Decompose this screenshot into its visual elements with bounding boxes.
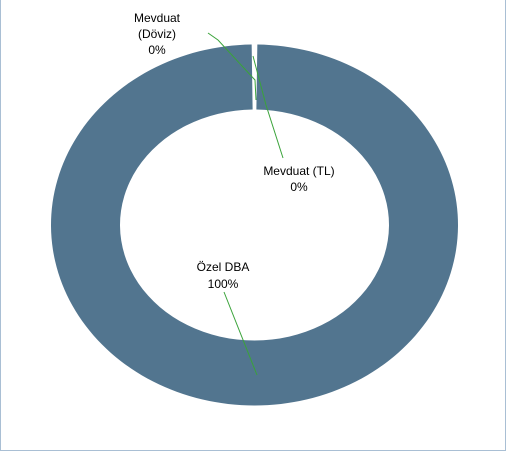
leader-line-ozel-dba (223, 291, 258, 376)
data-label-ozel-dba-line-1: Özel DBA (197, 260, 250, 274)
data-label-mevduat-tl-line-1: Mevduat (TL) (263, 164, 334, 178)
data-label-mevduat-doviz-line-1: Mevduat (134, 11, 181, 25)
leader-line-mevduat-tl (252, 55, 284, 159)
leader-line-layer (207, 32, 284, 376)
data-label-ozel-dba-value: 100% (208, 277, 239, 291)
slice-özel-dba (50, 44, 458, 406)
data-label-layer: Mevduat (Döviz) 0% Mevduat (TL) 0% Özel DBA 10… (134, 11, 335, 291)
data-label-mevduat-doviz-line-2: (Döviz) (138, 27, 176, 41)
doughnut-ring-layer (50, 44, 458, 406)
leader-line-mevduat-doviz (207, 32, 257, 101)
data-label-mevduat-doviz-value: 0% (148, 43, 166, 57)
data-label-mevduat-tl-value: 0% (290, 180, 308, 194)
